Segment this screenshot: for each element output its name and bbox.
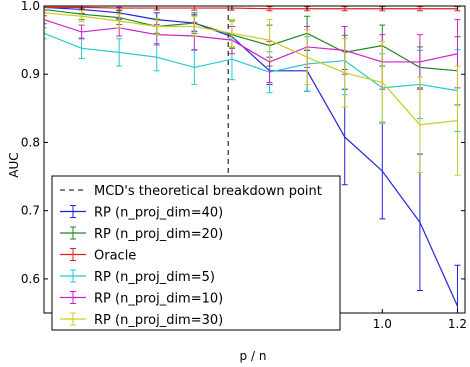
x-tick-label: 1.2 <box>448 317 467 331</box>
legend-label: RP (n_proj_dim=40) <box>94 206 223 221</box>
y-axis-label: AUC <box>7 152 21 177</box>
legend-label: RP (n_proj_dim=30) <box>94 313 223 328</box>
series-line <box>44 8 458 72</box>
legend-label: Oracle <box>94 249 136 264</box>
legend-label: MCD's theoretical breakdown point <box>94 184 322 199</box>
series-3 <box>44 25 461 133</box>
y-tick-label: 1.0 <box>21 0 40 13</box>
y-tick-label: 0.6 <box>21 272 40 286</box>
series-line <box>44 32 458 92</box>
plot-area <box>44 6 461 313</box>
legend: MCD's theoretical breakdown point RP (n_p… <box>51 175 341 331</box>
series-4 <box>44 15 461 90</box>
series-line <box>44 12 458 126</box>
legend-box <box>51 175 341 331</box>
series-line <box>44 6 459 307</box>
series-line <box>44 6 458 10</box>
y-tick-label: 0.9 <box>21 67 40 81</box>
y-tick-label: 0.7 <box>21 204 40 218</box>
legend-label: RP (n_proj_dim=5) <box>94 270 215 285</box>
series-5 <box>44 8 461 176</box>
series-1 <box>44 6 461 106</box>
series-line <box>44 19 458 63</box>
x-axis-label: p / n <box>240 349 267 363</box>
legend-label: RP (n_proj_dim=20) <box>94 227 223 242</box>
y-tick-label: 0.8 <box>21 135 40 149</box>
x-tick-label: 1.0 <box>373 317 392 331</box>
legend-label: RP (n_proj_dim=10) <box>94 292 223 307</box>
